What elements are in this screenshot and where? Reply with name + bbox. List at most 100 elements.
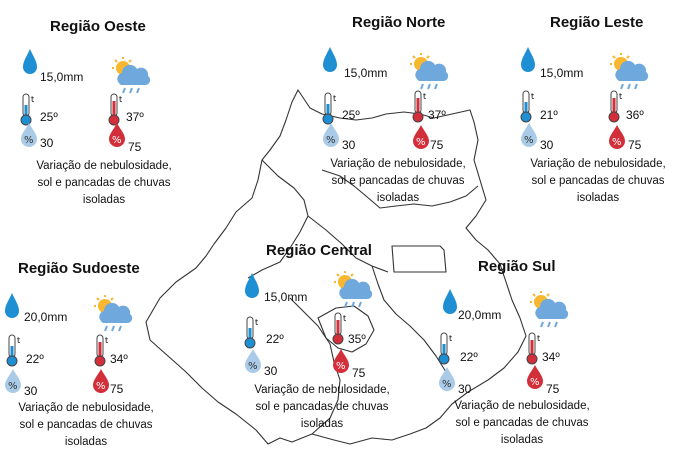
sun-cloud-rain-icon <box>410 53 449 90</box>
svg-text:%: % <box>442 379 452 390</box>
rain-value: 15,0mm <box>344 66 388 80</box>
forecast-description: Variação de nebulosidade, sol e pancadas… <box>508 156 688 207</box>
humidity-min-value: 30 <box>264 364 278 378</box>
humidity-max-value: 75 <box>628 138 642 152</box>
thermometer-hot-icon: t <box>332 312 346 345</box>
thermometer-cold-icon: t <box>6 334 20 367</box>
rain-value: 15,0mm <box>540 66 584 80</box>
humidity-max-value: 75 <box>110 382 124 396</box>
humidity-max-value: 75 <box>546 382 560 396</box>
svg-text:%: % <box>530 377 540 388</box>
temp-min-value: 22º <box>26 352 44 366</box>
temp-min-value: 22º <box>460 350 478 364</box>
region-title: Região Central <box>266 242 372 259</box>
desc-line-2: sol e pancadas de chuvas <box>455 417 589 429</box>
state-outline <box>145 89 527 445</box>
svg-text:%: % <box>112 135 122 146</box>
region-leste: Região Leste 15,0mm t 21º t 36º % 30 % 7… <box>508 14 688 214</box>
humidity-drop-light-icon: % <box>245 349 261 373</box>
humidity-min-value: 30 <box>24 384 38 398</box>
svg-text:%: % <box>326 135 336 146</box>
temp-max-value: 37º <box>126 110 144 124</box>
desc-line-1: Variação de nebulosidade, <box>454 400 590 412</box>
temp-min-value: 25º <box>342 108 360 122</box>
svg-text:t: t <box>449 334 452 343</box>
desc-line-3: isoladas <box>300 418 344 430</box>
humidity-min-value: 30 <box>342 138 356 152</box>
border-west <box>247 159 309 279</box>
sun-cloud-rain-icon <box>334 271 373 308</box>
temp-min-value: 22º <box>266 332 284 346</box>
raindrop-icon <box>443 289 457 314</box>
sun-cloud-rain-icon <box>530 291 569 328</box>
federal-district <box>391 245 447 273</box>
desc-line-1: Variação de nebulosidade, <box>36 160 172 172</box>
humidity-min-value: 30 <box>458 382 472 396</box>
desc-line-2: sol e pancadas de chuvas <box>255 401 389 413</box>
region-sudoeste: Região Sudoeste 20,0mm t 22º t 34º % 30 … <box>0 260 180 460</box>
border-central <box>307 215 389 273</box>
desc-line-1: Variação de nebulosidade, <box>18 402 154 414</box>
svg-text:t: t <box>17 336 20 345</box>
svg-text:t: t <box>423 92 426 101</box>
region-title: Região Sul <box>478 258 556 275</box>
desc-line-2: sol e pancadas de chuvas <box>37 177 171 189</box>
raindrop-icon <box>245 273 259 298</box>
thermometer-cold-icon: t <box>20 93 34 126</box>
desc-line-1: Variação de nebulosidade, <box>254 384 390 396</box>
humidity-drop-light-icon: % <box>521 123 537 147</box>
humidity-drop-light-icon: % <box>5 369 21 393</box>
thermometer-cold-icon: t <box>322 92 336 125</box>
humidity-max-value: 75 <box>128 140 142 154</box>
svg-text:%: % <box>248 361 258 372</box>
forecast-description: Variação de nebulosidade, sol e pancadas… <box>232 382 412 433</box>
thermometer-hot-icon: t <box>94 334 108 367</box>
svg-text:%: % <box>524 135 534 146</box>
svg-text:%: % <box>8 381 18 392</box>
rain-value: 15,0mm <box>264 290 308 304</box>
thermometer-hot-icon: t <box>526 332 540 365</box>
svg-text:t: t <box>255 318 258 327</box>
svg-text:%: % <box>416 137 426 148</box>
thermometer-cold-icon: t <box>520 90 534 123</box>
desc-line-3: isoladas <box>376 192 420 204</box>
border-south <box>371 265 447 373</box>
desc-line-2: sol e pancadas de chuvas <box>331 175 465 187</box>
temp-max-value: 36º <box>626 108 644 122</box>
raindrop-icon <box>5 293 19 318</box>
region-norte: Região Norte 15,0mm t 25º t 37º % 30 % 7… <box>312 14 492 214</box>
humidity-drop-red-icon: % <box>609 125 625 149</box>
temp-max-value: 35º <box>348 332 366 346</box>
sun-cloud-rain-icon <box>94 295 133 332</box>
desc-line-3: isoladas <box>500 434 544 446</box>
humidity-drop-red-icon: % <box>333 349 349 373</box>
humidity-drop-light-icon: % <box>323 123 339 147</box>
sun-cloud-rain-icon <box>610 53 649 90</box>
svg-text:t: t <box>119 95 122 104</box>
desc-line-1: Variação de nebulosidade, <box>330 158 466 170</box>
humidity-max-value: 75 <box>430 138 444 152</box>
border-north <box>321 169 479 209</box>
humidity-drop-red-icon: % <box>109 123 125 147</box>
rain-value: 20,0mm <box>458 308 502 322</box>
raindrop-icon <box>323 47 337 72</box>
svg-text:%: % <box>24 135 34 146</box>
thermometer-hot-icon: t <box>412 90 426 123</box>
temp-max-value: 37º <box>428 108 446 122</box>
humidity-drop-light-icon: % <box>439 367 455 391</box>
raindrop-icon <box>521 47 535 72</box>
svg-text:t: t <box>343 314 346 323</box>
temp-min-value: 21º <box>540 108 558 122</box>
region-title: Região Sudoeste <box>18 260 140 277</box>
region-sul: Região Sul 20,0mm t 22º t 34º % 30 % 75 … <box>434 258 614 458</box>
sun-cloud-rain-icon <box>112 57 151 94</box>
raindrop-icon <box>23 49 37 74</box>
humidity-drop-red-icon: % <box>527 365 543 389</box>
humidity-max-value: 75 <box>352 366 366 380</box>
svg-text:t: t <box>537 334 540 343</box>
temp-min-value: 25º <box>40 110 58 124</box>
desc-line-3: isoladas <box>64 436 108 448</box>
region-title: Região Oeste <box>50 18 146 35</box>
svg-text:t: t <box>531 92 534 101</box>
desc-line-1: Variação de nebulosidade, <box>530 158 666 170</box>
